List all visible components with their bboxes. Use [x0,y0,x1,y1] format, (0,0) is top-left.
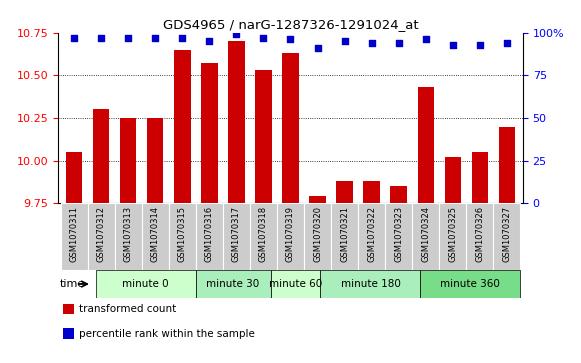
Point [124,35,133,41]
Bar [358,203,385,270]
Bar [282,53,299,203]
Bar [336,181,353,203]
Bar [493,203,520,270]
Bar [202,64,217,203]
Text: percentile rank within the sample: percentile rank within the sample [79,329,255,339]
Point [367,40,376,46]
Point [313,45,322,51]
Bar [93,109,109,203]
Text: GSM1070312: GSM1070312 [97,206,106,262]
Bar [142,203,169,270]
Bar [310,196,325,203]
Bar [196,203,223,270]
Bar [271,270,321,298]
Bar [63,304,74,314]
Bar [223,203,250,270]
Bar [498,127,515,203]
Text: GSM1070313: GSM1070313 [124,206,133,262]
Text: GSM1070326: GSM1070326 [475,206,484,262]
Text: minute 0: minute 0 [122,279,169,289]
Point [96,35,106,41]
Bar [96,270,196,298]
Point [421,37,431,42]
Bar [61,203,88,270]
Bar [256,70,271,203]
Bar [115,203,142,270]
Text: GSM1070318: GSM1070318 [259,206,268,262]
Text: GSM1070327: GSM1070327 [502,206,511,262]
Text: GSM1070323: GSM1070323 [394,206,403,262]
Bar [439,203,466,270]
Bar [390,186,407,203]
Bar [147,118,163,203]
Bar [250,203,277,270]
Point [448,42,457,48]
Point [178,35,187,41]
Bar [63,328,74,339]
Text: GSM1070316: GSM1070316 [205,206,214,262]
Text: GSM1070315: GSM1070315 [178,206,187,262]
Point [475,42,485,48]
Text: GSM1070321: GSM1070321 [340,206,349,262]
Bar [364,181,379,203]
Text: minute 30: minute 30 [206,279,260,289]
Point [232,32,241,37]
Bar [385,203,412,270]
Text: time: time [59,279,85,289]
Bar [418,87,434,203]
Text: GSM1070320: GSM1070320 [313,206,322,262]
Text: minute 360: minute 360 [440,279,500,289]
Point [340,38,349,44]
Text: transformed count: transformed count [79,305,176,314]
Point [259,35,268,41]
Bar [228,41,245,203]
Bar [120,118,137,203]
Bar [321,270,421,298]
Bar [174,50,191,203]
Bar [88,203,115,270]
Bar [277,203,304,270]
Text: GSM1070324: GSM1070324 [421,206,430,262]
Bar [304,203,331,270]
Text: GSM1070325: GSM1070325 [448,206,457,262]
Text: GSM1070314: GSM1070314 [151,206,160,262]
Text: GSM1070319: GSM1070319 [286,206,295,262]
Bar [66,152,83,203]
Bar [466,203,493,270]
Bar [196,270,271,298]
Title: GDS4965 / narG-1287326-1291024_at: GDS4965 / narG-1287326-1291024_at [163,19,418,32]
Bar [169,203,196,270]
Text: minute 180: minute 180 [340,279,400,289]
Bar [472,152,488,203]
Text: GSM1070317: GSM1070317 [232,206,241,262]
Bar [331,203,358,270]
Bar [412,203,439,270]
Text: GSM1070322: GSM1070322 [367,206,376,262]
Bar [444,157,461,203]
Text: minute 60: minute 60 [269,279,322,289]
Point [70,35,79,41]
Text: GSM1070311: GSM1070311 [70,206,79,262]
Point [502,40,511,46]
Point [286,37,295,42]
Point [205,38,214,44]
Point [150,35,160,41]
Bar [421,270,521,298]
Point [394,40,403,46]
